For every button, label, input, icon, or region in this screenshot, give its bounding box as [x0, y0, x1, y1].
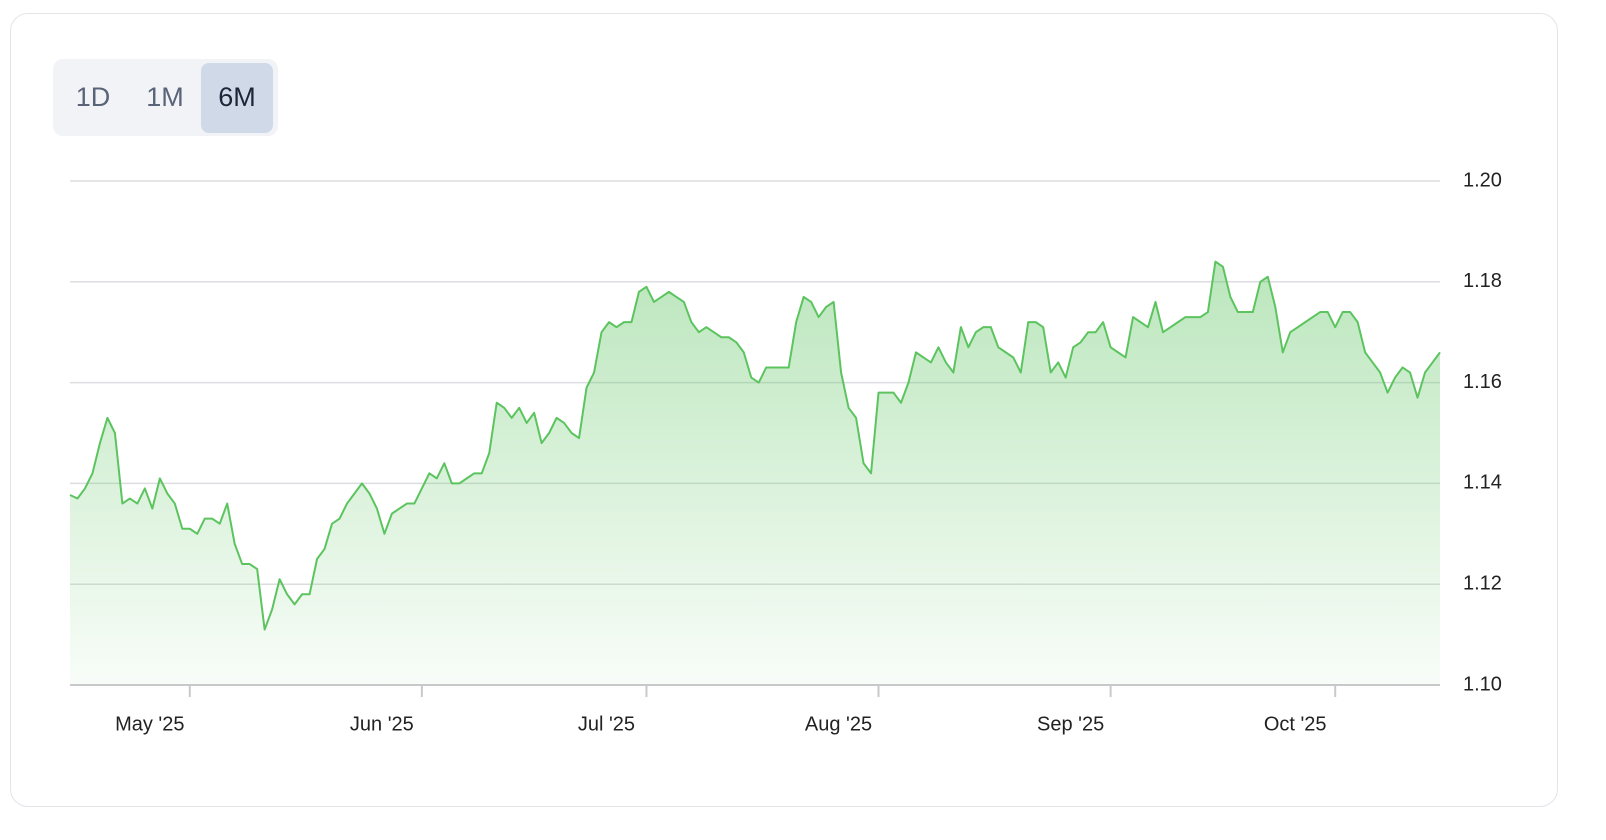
range-button[interactable]: 1D — [75, 82, 111, 112]
y-tick-label: 1.20 — [1463, 169, 1502, 191]
y-tick-label: 1.16 — [1463, 371, 1502, 393]
x-tick-label: Jul '25 — [578, 713, 635, 735]
y-tick-label: 1.10 — [1463, 673, 1502, 695]
x-tick-label: Aug '25 — [805, 713, 872, 735]
range-selector: 1D 1M 6M — [53, 59, 278, 136]
area-fill — [70, 261, 1440, 685]
x-tick-label: Jun '25 — [350, 713, 414, 735]
x-tick-label: Oct '25 — [1264, 713, 1327, 735]
y-tick-label: 1.14 — [1463, 472, 1502, 494]
x-tick-label: Sep '25 — [1037, 713, 1104, 735]
chart-card: 1D 1M 6M — [10, 13, 1558, 807]
y-tick-label: 1.12 — [1463, 572, 1502, 594]
range-button[interactable]: 6M — [201, 62, 273, 133]
x-tick-label: May '25 — [115, 713, 184, 735]
y-tick-label: 1.18 — [1463, 270, 1502, 292]
price-line — [69, 260, 1441, 631]
range-button[interactable]: 1M — [146, 82, 184, 112]
